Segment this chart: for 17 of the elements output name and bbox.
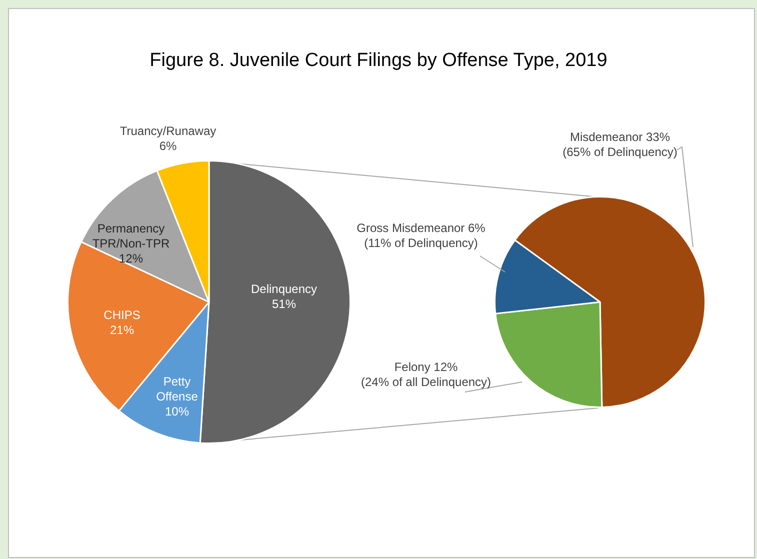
slice-label: CHIPS (104, 308, 140, 322)
slice-label: Felony 12% (394, 360, 458, 374)
slice-label: Gross Misdemeanor 6% (356, 220, 486, 235)
chart-title: Figure 8. Juvenile Court Filings by Offense Type, 2019 (148, 50, 608, 72)
slice-label: Misdemeanor 33% (570, 130, 670, 144)
text: (24% of all Delinquency) (360, 374, 492, 389)
data-label: 10% (164, 404, 190, 418)
slice-label: Petty Offense (156, 374, 198, 404)
data-label: 21% (110, 322, 134, 337)
data-label: 12% (118, 251, 144, 266)
slice-label: Truancy/Runaway (120, 124, 216, 138)
text: (11% of Delinquency) (364, 236, 478, 250)
slice-label: Delinquency (250, 282, 318, 296)
text: (65% of Delinquency) (562, 144, 678, 159)
data-label: 6% (159, 138, 177, 153)
slice-label: Permanency TPR/Non-TPR (92, 221, 170, 250)
data-label: 51% (272, 296, 296, 311)
